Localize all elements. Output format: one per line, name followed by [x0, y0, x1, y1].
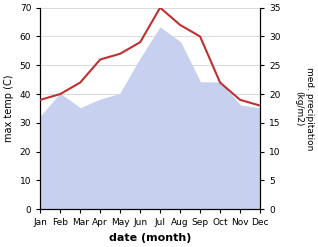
Y-axis label: max temp (C): max temp (C): [4, 75, 14, 142]
X-axis label: date (month): date (month): [109, 233, 191, 243]
Y-axis label: med. precipitation
(kg/m2): med. precipitation (kg/m2): [294, 67, 314, 150]
